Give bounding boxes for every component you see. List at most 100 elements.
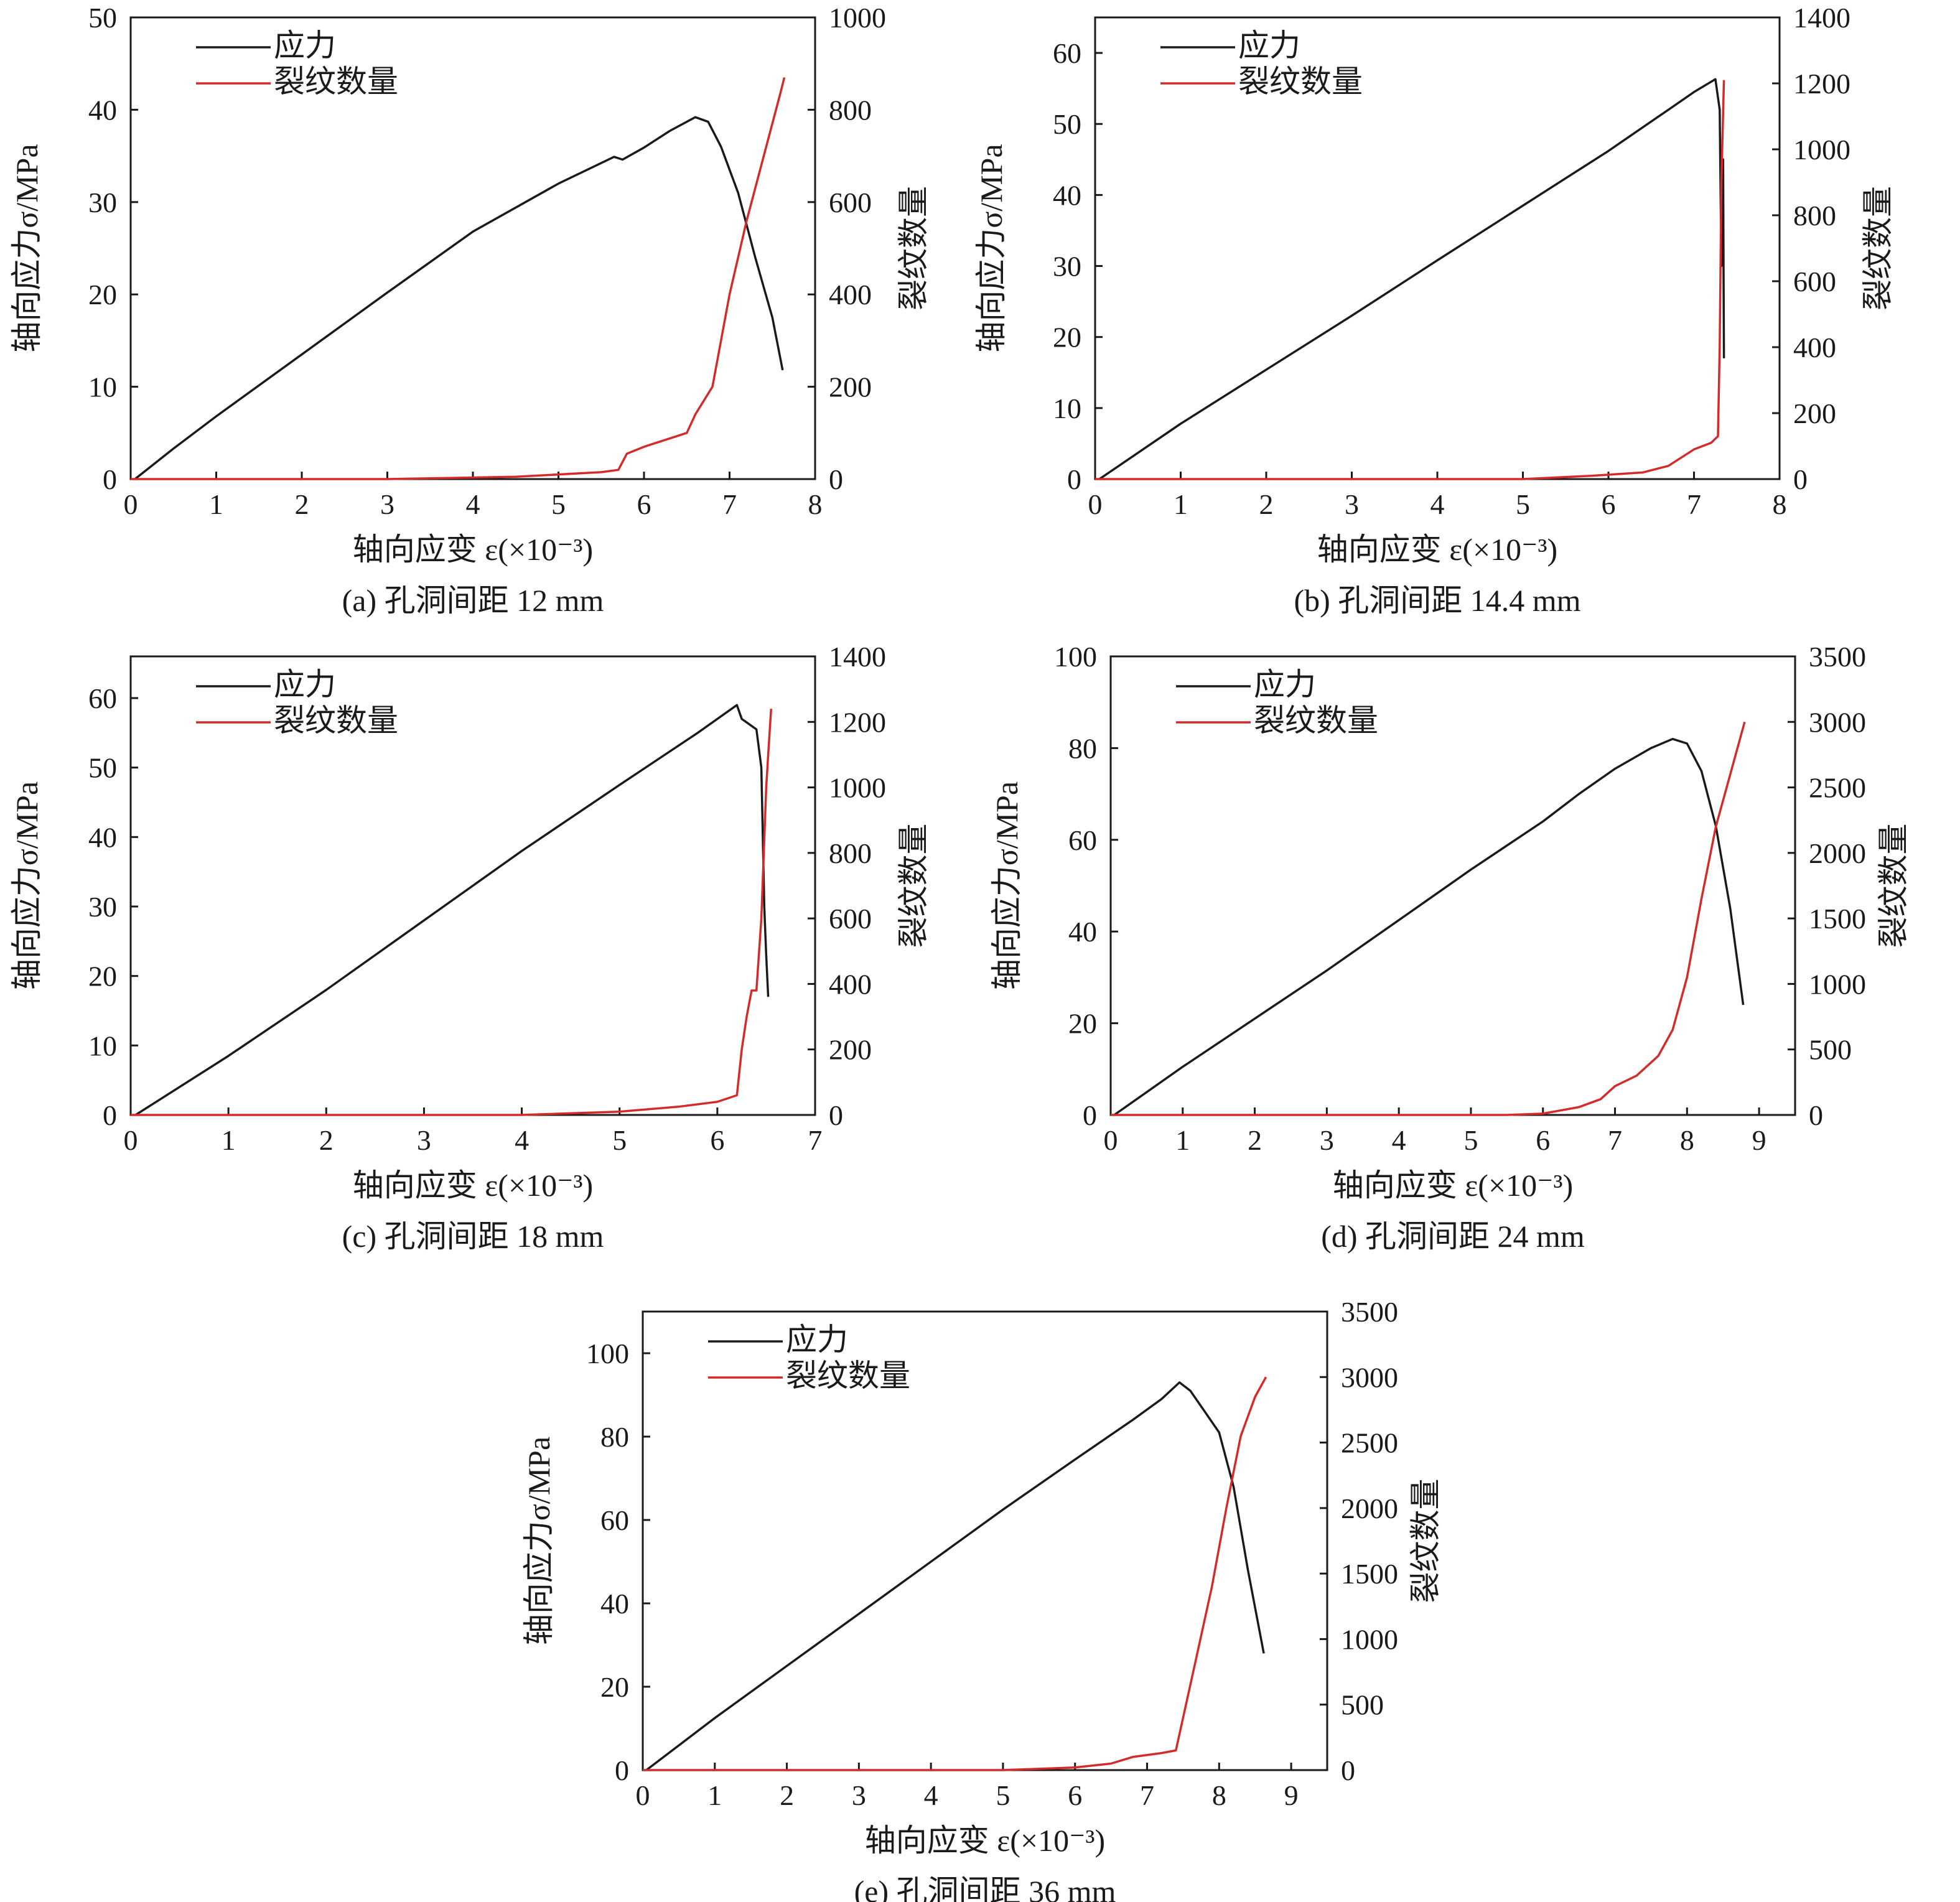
plot-frame — [129, 16, 816, 480]
x-tick-label: 7 — [1687, 488, 1701, 520]
y-axis-title: 轴向应力σ/MPa — [989, 781, 1024, 990]
y2-tick-label: 800 — [1793, 200, 1836, 231]
y2-tick-label: 1400 — [1793, 2, 1850, 34]
series-line-crack-count — [131, 709, 773, 1116]
series-line-stress — [1098, 78, 1725, 480]
x-tick-label: 0 — [1088, 488, 1103, 520]
x-tick-label: 4 — [466, 488, 480, 520]
x-tick-label: 6 — [1536, 1124, 1550, 1156]
y-tick-label: 40 — [600, 1588, 629, 1620]
y2-tick-label: 400 — [829, 279, 872, 310]
x-tick-label: 8 — [1212, 1779, 1226, 1811]
panel-caption: (b) 孔洞间距 14.4 mm — [1294, 583, 1580, 618]
x-tick-label: 2 — [780, 1779, 794, 1811]
y2-tick-label: 1500 — [1341, 1558, 1398, 1590]
x-tick-label: 5 — [1516, 488, 1530, 520]
y-tick-label: 50 — [88, 752, 117, 784]
y-axis-title: 轴向应力σ/MPa — [521, 1437, 556, 1645]
y-tick-label: 60 — [88, 683, 117, 714]
y2-tick-label: 500 — [1809, 1034, 1852, 1066]
series-line-crack-count — [131, 77, 786, 480]
y-tick-label: 60 — [1068, 824, 1097, 856]
y2-tick-label: 1500 — [1809, 903, 1866, 935]
panel-caption: (a) 孔洞间距 12 mm — [342, 583, 604, 618]
x-axis-title: 轴向应变 ε(×10⁻³) — [353, 1168, 593, 1203]
y2-tick-label: 3000 — [1341, 1361, 1398, 1393]
y2-tick-label: 1200 — [829, 706, 886, 738]
y-tick-label: 50 — [88, 2, 117, 34]
y2-axis-title: 裂纹数量 — [896, 186, 931, 310]
x-axis-title: 轴向应变 ε(×10⁻³) — [1333, 1168, 1573, 1203]
series-line-crack-count — [643, 1376, 1267, 1771]
x-tick-label: 7 — [808, 1124, 823, 1156]
panel-caption: (c) 孔洞间距 18 mm — [342, 1219, 604, 1254]
y2-tick-label: 200 — [829, 1034, 872, 1066]
y2-tick-label: 2000 — [1809, 837, 1866, 869]
y2-tick-label: 500 — [1341, 1689, 1384, 1721]
x-tick-label: 7 — [1140, 1779, 1154, 1811]
y-tick-label: 30 — [88, 891, 117, 923]
x-tick-label: 6 — [1068, 1779, 1082, 1811]
x-tick-label: 1 — [1174, 488, 1188, 520]
y-tick-label: 100 — [1054, 641, 1097, 673]
chart-panel-1: 0 1 2 3 4 5 6 7 80102030405060020040060080010001… — [974, 2, 1895, 618]
legend-label: 应力 — [274, 667, 336, 702]
y2-tick-label: 3500 — [1809, 641, 1866, 673]
series-line-stress — [645, 1381, 1265, 1771]
legend-label: 应力 — [786, 1322, 848, 1357]
y-tick-label: 0 — [1067, 464, 1081, 495]
y-tick-label: 0 — [103, 1099, 117, 1131]
y2-tick-label: 1000 — [1793, 134, 1850, 165]
x-tick-label: 3 — [417, 1124, 431, 1156]
x-tick-label: 4 — [515, 1124, 529, 1156]
x-tick-label: 6 — [1602, 488, 1616, 520]
y2-tick-label: 0 — [1809, 1099, 1823, 1131]
y-tick-label: 100 — [586, 1338, 629, 1369]
series-line-crack-count — [1095, 80, 1725, 480]
y-tick-label: 80 — [1068, 732, 1097, 764]
y-tick-label: 20 — [88, 279, 117, 310]
y-tick-label: 50 — [1053, 108, 1081, 140]
y-tick-label: 40 — [88, 94, 117, 126]
y2-tick-label: 2000 — [1341, 1493, 1398, 1524]
y-tick-label: 30 — [1053, 251, 1081, 282]
x-tick-label: 6 — [710, 1124, 724, 1156]
x-tick-label: 8 — [808, 488, 823, 520]
x-axis-title: 轴向应变 ε(×10⁻³) — [1317, 532, 1557, 567]
y-tick-label: 80 — [600, 1421, 629, 1453]
y2-axis-title: 裂纹数量 — [1860, 186, 1895, 310]
x-tick-label: 3 — [852, 1779, 866, 1811]
x-axis-title: 轴向应变 ε(×10⁻³) — [865, 1823, 1105, 1858]
x-tick-label: 5 — [612, 1124, 627, 1156]
legend-label: 裂纹数量 — [786, 1358, 910, 1393]
legend-label: 应力 — [1254, 667, 1316, 702]
y2-tick-label: 600 — [829, 187, 872, 218]
y2-tick-label: 600 — [829, 903, 872, 935]
y-axis-title: 轴向应力σ/MPa — [9, 781, 44, 990]
y-tick-label: 0 — [1083, 1099, 1097, 1131]
y-tick-label: 30 — [88, 187, 117, 218]
y-tick-label: 60 — [600, 1504, 629, 1536]
y-tick-label: 10 — [88, 1030, 117, 1061]
x-tick-label: 8 — [1773, 488, 1787, 520]
y2-tick-label: 0 — [829, 1099, 843, 1131]
y-tick-label: 20 — [1068, 1008, 1097, 1040]
panel-caption: (d) 孔洞间距 24 mm — [1321, 1219, 1585, 1254]
y2-tick-label: 800 — [829, 94, 872, 126]
x-tick-label: 9 — [1284, 1779, 1299, 1811]
y2-axis-title: 裂纹数量 — [1408, 1479, 1443, 1603]
x-tick-label: 2 — [1259, 488, 1274, 520]
x-axis-title: 轴向应变 ε(×10⁻³) — [353, 532, 593, 567]
panel-caption: (e) 孔洞间距 36 mm — [854, 1874, 1116, 1902]
x-tick-label: 3 — [380, 488, 394, 520]
y2-axis-title: 裂纹数量 — [1876, 824, 1911, 948]
y-axis-title: 轴向应力σ/MPa — [974, 144, 1009, 352]
x-tick-label: 8 — [1680, 1124, 1694, 1156]
y2-tick-label: 200 — [1793, 398, 1836, 429]
y2-tick-label: 1200 — [1793, 68, 1850, 100]
x-tick-label: 6 — [637, 488, 651, 520]
x-tick-label: 1 — [222, 1124, 236, 1156]
y-axis-title: 轴向应力σ/MPa — [9, 144, 44, 352]
plot-frame — [642, 1310, 1328, 1771]
